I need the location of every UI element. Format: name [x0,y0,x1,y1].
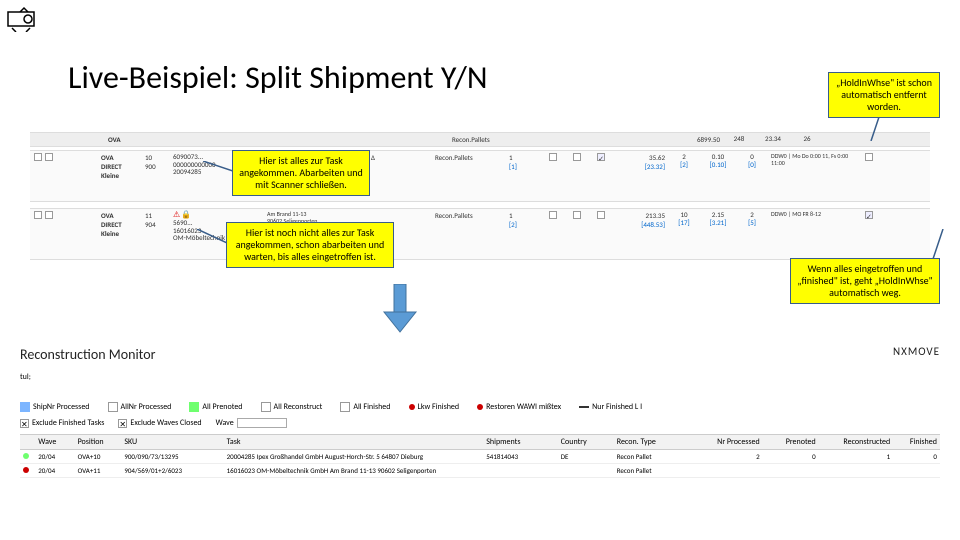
callout-4: Wenn alles eingetroffen und „finished" i… [790,258,940,304]
checkbox[interactable] [573,153,581,161]
legend-swatch [477,404,483,410]
checkbox[interactable] [865,153,873,161]
legend-item: Nur Finished L I [579,402,642,412]
status-dot [23,453,29,459]
legend-item: AllNr Processed [108,402,172,412]
legend-swatch [20,402,30,412]
column-header[interactable]: Shipments [483,437,558,447]
projector-icon [6,6,40,37]
legend-item: ShipNr Processed [20,402,90,412]
checkbox[interactable]: ✓ [597,153,605,161]
checkbox-excl-waves[interactable]: ✕ [118,419,127,428]
legend-swatch [261,402,271,412]
legend-swatch [340,402,350,412]
callout-1: Hier ist alles zur Task angekommen. Abar… [232,150,370,196]
column-header[interactable]: Reconstructed [819,437,894,447]
grid-row[interactable]: 20/04OVA+11904/569/01+2/602316016023 OM-… [20,464,940,478]
legend-swatch [108,402,118,412]
grid-header: WavePositionSKUTaskShipmentsCountryRecon… [20,434,940,450]
arrow-down-icon [380,284,420,339]
column-header[interactable]: Position [75,437,122,447]
legend-item: All Prenoted [189,402,242,412]
filter-bar: ✕Exclude Finished Tasks ✕Exclude Waves C… [20,418,940,428]
hdr-money: 6899.50 [670,135,720,144]
checkbox[interactable] [549,211,557,219]
brand-label: NXMOVE [893,345,940,358]
legend-swatch [409,404,415,410]
select-checkbox[interactable] [45,153,53,161]
ova-label: OVA [101,211,114,220]
table-header-band: OVA Recon.Pallets 6899.50 248 23.34 26 [30,132,930,147]
grid-row[interactable]: 20/04OVA+10900/090/73/1329520004285 Ipex… [20,450,940,464]
table-row[interactable]: OVADIRECTKleine 10900 6090073...00000000… [30,150,930,202]
callout-3: „HoldInWhse" ist schon automatisch entfe… [828,72,940,118]
legend: ShipNr Processed AllNr Processed All Preno… [20,402,940,412]
column-header[interactable]: Recon. Type [614,437,689,447]
column-header[interactable]: Wave [35,437,74,447]
legend-item: All Reconstruct [261,402,323,412]
page-title: Live-Beispiel: Split Shipment Y/N [68,58,488,97]
checkbox[interactable] [549,153,557,161]
hdr-recon: Recon.Pallets [452,135,522,144]
checkbox[interactable] [597,211,605,219]
checkbox-excl-tasks[interactable]: ✕ [20,419,29,428]
select-checkbox[interactable] [45,211,53,219]
expand-icon[interactable] [34,153,42,161]
recon-monitor-section: Reconstruction Monitor NXMOVE tul; ShipN… [20,345,940,478]
status-dot [23,467,29,473]
hdr-v: 23.34 [758,135,788,143]
legend-swatch [189,402,199,412]
column-header[interactable] [20,437,35,447]
checkbox[interactable] [573,211,581,219]
wave-input[interactable] [237,418,287,428]
delta-icon: Δ [371,153,431,162]
hdr-qty: 248 [724,135,754,143]
legend-swatch [579,406,589,408]
legend-item: Lkw Finished [409,402,460,412]
column-header[interactable]: Nr Processed [688,437,763,447]
subtitle: tul; [20,372,940,382]
legend-item: All Finished [340,402,390,412]
legend-item: Restoren WAWI mißtex [477,402,561,412]
recon-title: Reconstruction Monitor [20,346,155,363]
expand-icon[interactable] [34,211,42,219]
column-header[interactable]: SKU [121,437,223,447]
ova-label: OVA [101,153,114,162]
hdr-ova: OVA [108,135,148,144]
column-header[interactable]: Prenoted [763,437,819,447]
column-header[interactable]: Task [224,437,484,447]
table-row[interactable]: OVADIRECTKleine 11904 ⚠🔒5690...16016023O… [30,208,930,260]
hdr-c: 26 [792,135,822,143]
column-header[interactable]: Country [558,437,614,447]
column-header[interactable]: Finished [893,437,940,447]
callout-2: Hier ist noch nicht alles zur Task angek… [226,222,394,268]
checkbox[interactable]: ✓ [865,211,873,219]
